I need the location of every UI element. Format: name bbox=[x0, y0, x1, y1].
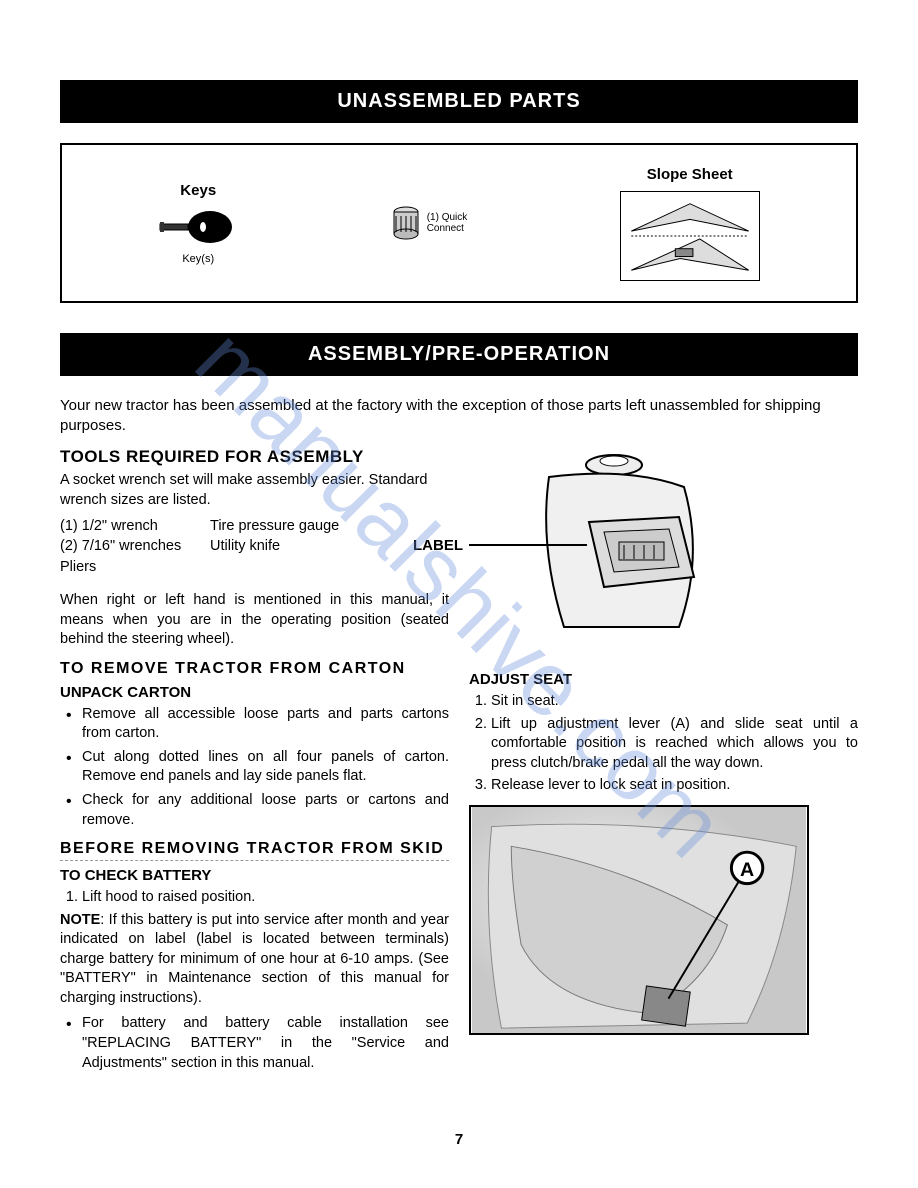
slope-title: Slope Sheet bbox=[647, 166, 733, 183]
section-heading-assembly: ASSEMBLY/PRE-OPERATION bbox=[60, 333, 858, 376]
keys-title: Keys bbox=[180, 182, 216, 199]
slope-sheet-icon bbox=[620, 191, 760, 281]
parts-quick-connect-column: (1) Quick Connect bbox=[391, 206, 468, 241]
adjust-item-3: Release lever to lock seat in position. bbox=[491, 776, 858, 796]
seat-figure: A bbox=[469, 805, 809, 1035]
remove-heading: TO REMOVE TRACTOR FROM CARTON bbox=[60, 660, 449, 678]
parts-box: Keys Key(s) (1) Quick Connect Slope Sh bbox=[60, 143, 858, 303]
check-battery-list: Lift hood to raised position. bbox=[60, 888, 449, 908]
right-column: LABEL ADJUST SEAT Sit in seat. Lift up a… bbox=[469, 447, 858, 1077]
adjust-seat-heading: ADJUST SEAT bbox=[469, 671, 858, 688]
unpack-item-1: Remove all accessible loose parts and pa… bbox=[82, 705, 449, 744]
two-column-layout: TOOLS REQUIRED FOR ASSEMBLY A socket wre… bbox=[60, 447, 858, 1077]
unpack-list: Remove all accessible loose parts and pa… bbox=[60, 705, 449, 830]
section-heading-unassembled-parts: UNASSEMBLED PARTS bbox=[60, 80, 858, 123]
check-battery-item-1: Lift hood to raised position. bbox=[82, 888, 449, 908]
seat-label-a: A bbox=[740, 859, 754, 881]
tools-table: (1) 1/2" wrenchTire pressure gauge (2) 7… bbox=[60, 516, 449, 577]
check-battery-subheading: TO CHECK BATTERY bbox=[60, 867, 449, 884]
unpack-item-2: Cut along dotted lines on all four panel… bbox=[82, 748, 449, 787]
dashed-rule bbox=[60, 860, 449, 861]
tool-r1c1: (1) 1/2" wrench bbox=[60, 516, 210, 536]
label-callout: LABEL bbox=[413, 537, 463, 554]
battery-figure: LABEL bbox=[469, 447, 729, 657]
tools-heading: TOOLS REQUIRED FOR ASSEMBLY bbox=[60, 447, 449, 467]
parts-slope-column: Slope Sheet bbox=[620, 166, 760, 281]
note-label: NOTE bbox=[60, 912, 100, 928]
adjust-item-1: Sit in seat. bbox=[491, 692, 858, 712]
before-heading: BEFORE REMOVING TRACTOR FROM SKID bbox=[60, 840, 449, 858]
unpack-item-3: Check for any additional loose parts or … bbox=[82, 791, 449, 830]
quick-connect-label: (1) Quick Connect bbox=[427, 212, 468, 234]
adjust-seat-list: Sit in seat. Lift up adjustment lever (A… bbox=[469, 692, 858, 796]
key-icon bbox=[158, 207, 238, 247]
intro-text: Your new tractor has been assembled at t… bbox=[60, 396, 858, 435]
adjust-item-2: Lift up adjustment lever (A) and slide s… bbox=[491, 715, 858, 774]
note-body: : If this battery is put into service af… bbox=[60, 912, 449, 1006]
parts-keys-column: Keys Key(s) bbox=[158, 182, 238, 265]
unpack-subheading: UNPACK CARTON bbox=[60, 684, 449, 701]
tools-lead: A socket wrench set will make assembly e… bbox=[60, 471, 449, 510]
keys-caption: Key(s) bbox=[182, 253, 214, 265]
tool-r2c2: Utility knife bbox=[210, 536, 280, 556]
battery-note: NOTE: If this battery is put into servic… bbox=[60, 911, 449, 1009]
battery-bullet-1: For battery and battery cable installati… bbox=[82, 1014, 449, 1073]
tool-r3c1: Pliers bbox=[60, 557, 210, 577]
page-number: 7 bbox=[455, 1131, 463, 1148]
battery-bullets: For battery and battery cable installati… bbox=[60, 1014, 449, 1073]
left-column: TOOLS REQUIRED FOR ASSEMBLY A socket wre… bbox=[60, 447, 449, 1077]
hand-note: When right or left hand is mentioned in … bbox=[60, 591, 449, 650]
tool-r1c2: Tire pressure gauge bbox=[210, 516, 339, 536]
battery-illustration bbox=[469, 447, 729, 657]
tool-r2c1: (2) 7/16" wrenches bbox=[60, 536, 210, 556]
quick-connect-icon bbox=[391, 206, 421, 241]
